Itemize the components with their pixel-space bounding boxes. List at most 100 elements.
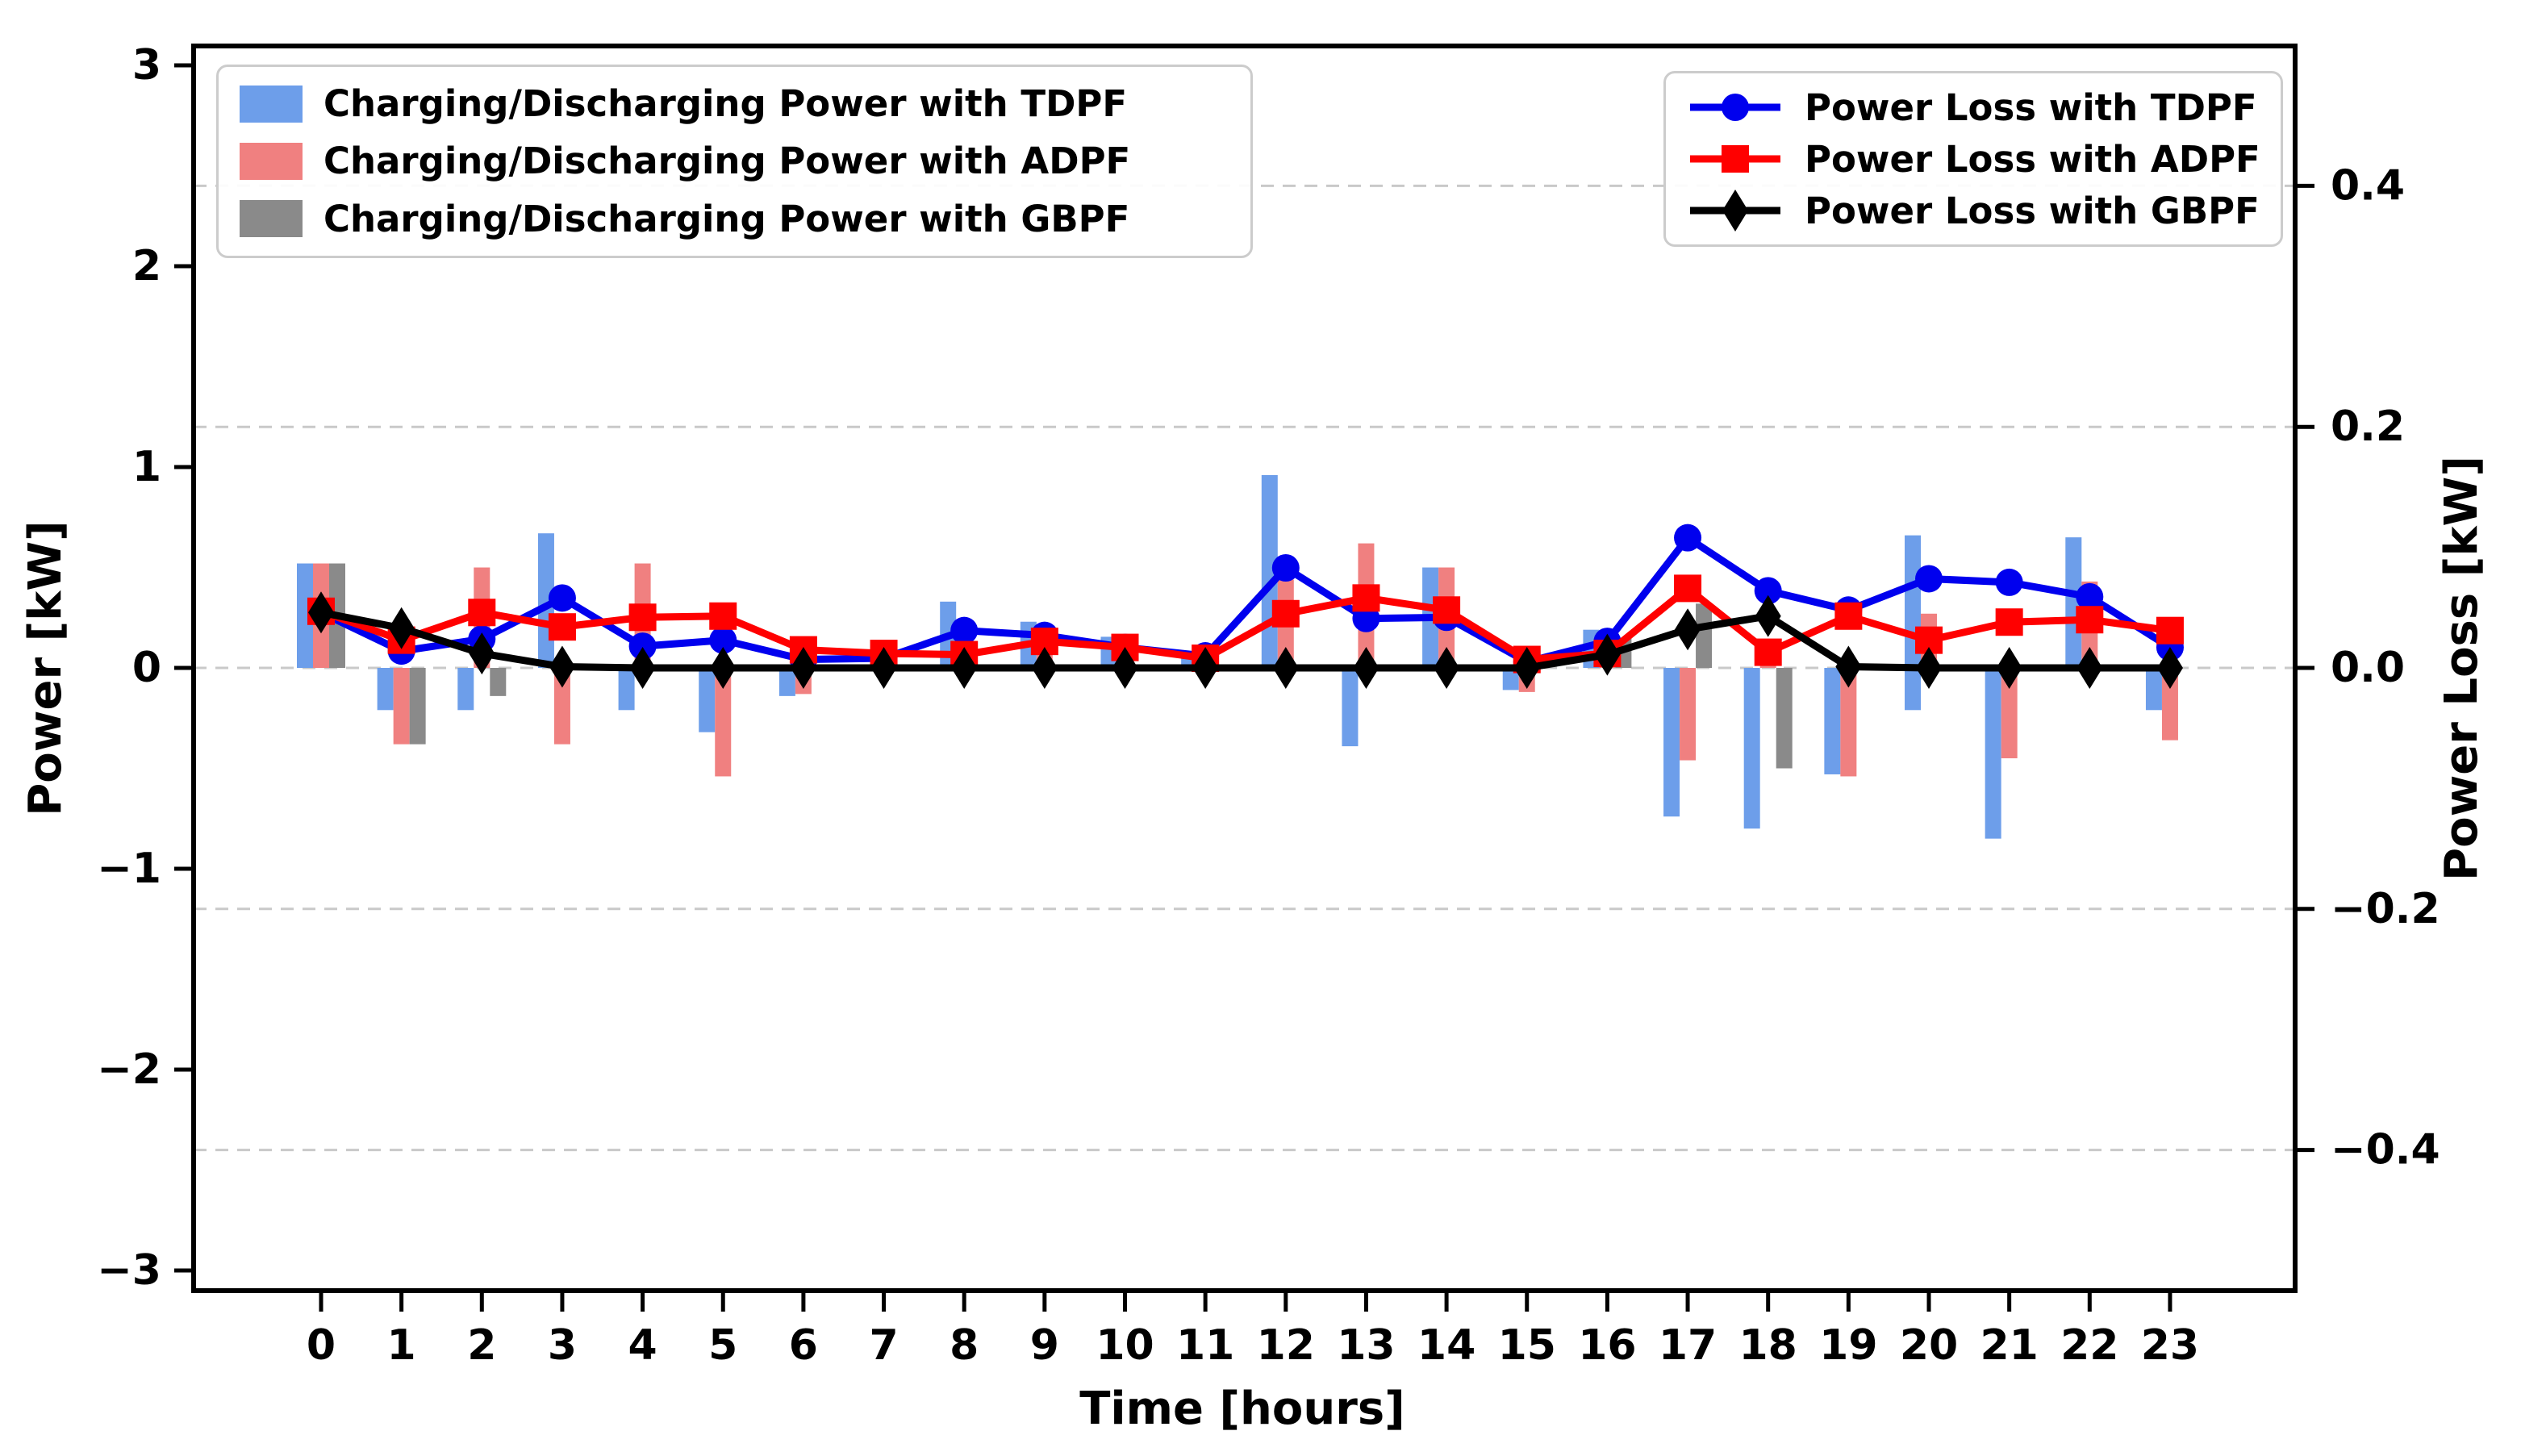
- marker-circle: [1722, 94, 1749, 121]
- tick-label: −1: [97, 845, 161, 893]
- marker-square: [709, 602, 737, 630]
- marker-diamond: [790, 647, 816, 689]
- legend-label-line-gbpf: Power Loss with GBPF: [1805, 189, 2260, 232]
- marker-diamond: [1755, 594, 1781, 637]
- tick-label: 21: [1980, 1321, 2038, 1370]
- marker-diamond: [1434, 647, 1460, 689]
- legend-item-line-adpf: Power Loss with ADPF: [1687, 138, 2260, 181]
- marker-square: [1674, 574, 1702, 603]
- marker-square: [2156, 616, 2184, 645]
- tick-label: 2: [132, 242, 161, 290]
- bar-swatch-gbpf-icon: [240, 200, 303, 238]
- marker-circle: [628, 632, 657, 661]
- marker-square: [1352, 584, 1380, 612]
- legend-label-bar-gbpf: Charging/Discharging Power with GBPF: [323, 197, 1130, 240]
- marker-diamond: [1675, 608, 1701, 651]
- marker-circle: [709, 626, 737, 654]
- tick-label: 0.2: [2331, 403, 2405, 451]
- marker-diamond: [629, 647, 656, 689]
- marker-diamond: [1112, 647, 1138, 689]
- bar-tdpf: [2145, 668, 2162, 711]
- legend-item-line-tdpf: Power Loss with TDPF: [1687, 86, 2260, 129]
- bar-adpf: [2161, 668, 2178, 741]
- marker-square: [628, 603, 657, 632]
- bar-tdpf: [457, 668, 474, 711]
- marker-diamond: [1192, 647, 1219, 689]
- tick-label: 14: [1417, 1321, 1475, 1370]
- tick-label: 15: [1498, 1321, 1556, 1370]
- line-marker-adpf-icon: [1690, 145, 1780, 173]
- bar-gbpf: [1696, 603, 1713, 668]
- marker-circle: [1995, 568, 2023, 596]
- tick-label: 0: [307, 1321, 336, 1370]
- marker-diamond: [469, 632, 495, 675]
- bar-adpf: [1680, 668, 1697, 761]
- bar-adpf: [393, 668, 410, 745]
- bar-tdpf: [297, 563, 313, 668]
- marker-square: [468, 599, 496, 627]
- marker-square: [548, 613, 576, 641]
- bar-adpf: [553, 668, 570, 745]
- marker-diamond: [2076, 647, 2103, 689]
- bar-tdpf: [2065, 537, 2082, 668]
- marker-circle: [950, 616, 979, 645]
- tick-label: −0.2: [2331, 885, 2440, 933]
- marker-square: [1834, 602, 1863, 630]
- line-marker-tdpf-icon: [1690, 94, 1780, 121]
- tick-label: Power Loss [kW]: [2435, 456, 2488, 881]
- marker-square: [1433, 596, 1461, 624]
- tick-label: 7: [869, 1321, 898, 1370]
- marker-diamond: [388, 607, 415, 649]
- bar-tdpf: [1743, 668, 1760, 829]
- bar-gbpf: [409, 668, 426, 745]
- legend-line-series: Power Loss with TDPF Power Loss with ADP…: [1663, 71, 2283, 247]
- marker-circle: [1674, 524, 1702, 552]
- marker-circle: [548, 584, 576, 612]
- tick-label: 4: [628, 1321, 657, 1370]
- tick-label: 6: [789, 1321, 818, 1370]
- bar-tdpf: [377, 668, 394, 711]
- bar-tdpf: [1985, 668, 2001, 839]
- legend-item-bar-gbpf: Charging/Discharging Power with GBPF: [240, 198, 1229, 240]
- bar-tdpf: [699, 668, 716, 732]
- marker-diamond: [1031, 647, 1058, 689]
- marker-diamond: [1353, 647, 1379, 689]
- loss-line: [319, 532, 2172, 666]
- marker-diamond: [1513, 647, 1540, 689]
- marker-diamond: [308, 591, 334, 634]
- tick-label: −2: [97, 1045, 161, 1094]
- bar-swatch-tdpf-icon: [240, 85, 303, 123]
- legend-item-bar-adpf: Charging/Discharging Power with ADPF: [240, 140, 1229, 182]
- bar-tdpf: [1502, 668, 1519, 690]
- tick-label: 18: [1739, 1321, 1797, 1370]
- bar-tdpf: [778, 668, 795, 696]
- legend-label-line-tdpf: Power Loss with TDPF: [1805, 86, 2257, 129]
- tick-label: 1: [387, 1321, 416, 1370]
- tick-label: 1: [132, 443, 161, 491]
- marker-circle: [2076, 582, 2104, 611]
- marker-diamond: [951, 647, 978, 689]
- bar-gbpf: [1776, 668, 1793, 769]
- bar-tdpf: [1663, 668, 1680, 817]
- tick-label: 10: [1096, 1321, 1154, 1370]
- tick-label: 0: [132, 644, 161, 692]
- marker-square: [1995, 608, 2023, 636]
- loss-line: [319, 583, 2171, 664]
- bar-tdpf: [618, 668, 635, 711]
- tick-label: 12: [1257, 1321, 1315, 1370]
- loss-line: [320, 608, 2170, 672]
- marker-diamond: [1916, 647, 1942, 689]
- bar-tdpf: [1342, 668, 1359, 747]
- tick-label: −3: [97, 1246, 161, 1295]
- marker-diamond: [2156, 647, 2183, 689]
- bar-adpf: [1840, 668, 1857, 777]
- tick-label: 3: [548, 1321, 577, 1370]
- tick-label: Time [hours]: [1079, 1383, 1405, 1435]
- tick-label: 11: [1176, 1321, 1234, 1370]
- marker-circle: [1271, 553, 1300, 582]
- marker-diamond: [1835, 645, 1862, 688]
- marker-diamond: [1722, 190, 1748, 232]
- bar-adpf: [2001, 668, 2018, 759]
